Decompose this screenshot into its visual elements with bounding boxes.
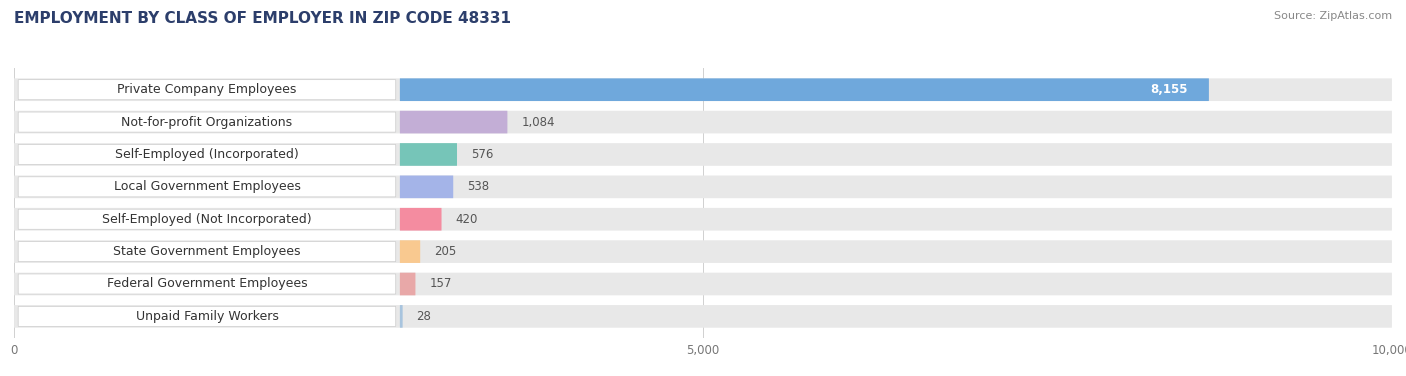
Text: Unpaid Family Workers: Unpaid Family Workers <box>135 310 278 323</box>
FancyBboxPatch shape <box>18 241 395 262</box>
Text: Source: ZipAtlas.com: Source: ZipAtlas.com <box>1274 11 1392 21</box>
FancyBboxPatch shape <box>14 240 1392 263</box>
Text: 576: 576 <box>471 148 494 161</box>
FancyBboxPatch shape <box>18 144 395 165</box>
Text: Private Company Employees: Private Company Employees <box>117 83 297 96</box>
Text: Local Government Employees: Local Government Employees <box>114 180 301 193</box>
Text: Not-for-profit Organizations: Not-for-profit Organizations <box>121 115 292 129</box>
FancyBboxPatch shape <box>18 112 395 132</box>
Text: State Government Employees: State Government Employees <box>114 245 301 258</box>
FancyBboxPatch shape <box>399 111 508 133</box>
FancyBboxPatch shape <box>399 208 441 230</box>
Text: 420: 420 <box>456 213 478 226</box>
Text: Self-Employed (Incorporated): Self-Employed (Incorporated) <box>115 148 299 161</box>
FancyBboxPatch shape <box>18 177 395 197</box>
FancyBboxPatch shape <box>14 111 1392 133</box>
FancyBboxPatch shape <box>399 305 402 328</box>
Text: 28: 28 <box>416 310 432 323</box>
FancyBboxPatch shape <box>14 208 1392 230</box>
Text: 1,084: 1,084 <box>522 115 555 129</box>
FancyBboxPatch shape <box>399 240 420 263</box>
FancyBboxPatch shape <box>399 143 457 166</box>
FancyBboxPatch shape <box>399 273 415 295</box>
FancyBboxPatch shape <box>399 78 1209 101</box>
FancyBboxPatch shape <box>399 176 453 198</box>
FancyBboxPatch shape <box>18 274 395 294</box>
FancyBboxPatch shape <box>18 306 395 326</box>
Text: Self-Employed (Not Incorporated): Self-Employed (Not Incorporated) <box>103 213 312 226</box>
FancyBboxPatch shape <box>14 273 1392 295</box>
Text: 8,155: 8,155 <box>1150 83 1188 96</box>
Text: 157: 157 <box>429 277 451 291</box>
FancyBboxPatch shape <box>14 305 1392 328</box>
Text: 538: 538 <box>467 180 489 193</box>
FancyBboxPatch shape <box>14 78 1392 101</box>
Text: Federal Government Employees: Federal Government Employees <box>107 277 308 291</box>
FancyBboxPatch shape <box>18 209 395 229</box>
Text: 205: 205 <box>434 245 456 258</box>
FancyBboxPatch shape <box>14 176 1392 198</box>
Text: EMPLOYMENT BY CLASS OF EMPLOYER IN ZIP CODE 48331: EMPLOYMENT BY CLASS OF EMPLOYER IN ZIP C… <box>14 11 510 26</box>
FancyBboxPatch shape <box>18 80 395 100</box>
FancyBboxPatch shape <box>14 143 1392 166</box>
